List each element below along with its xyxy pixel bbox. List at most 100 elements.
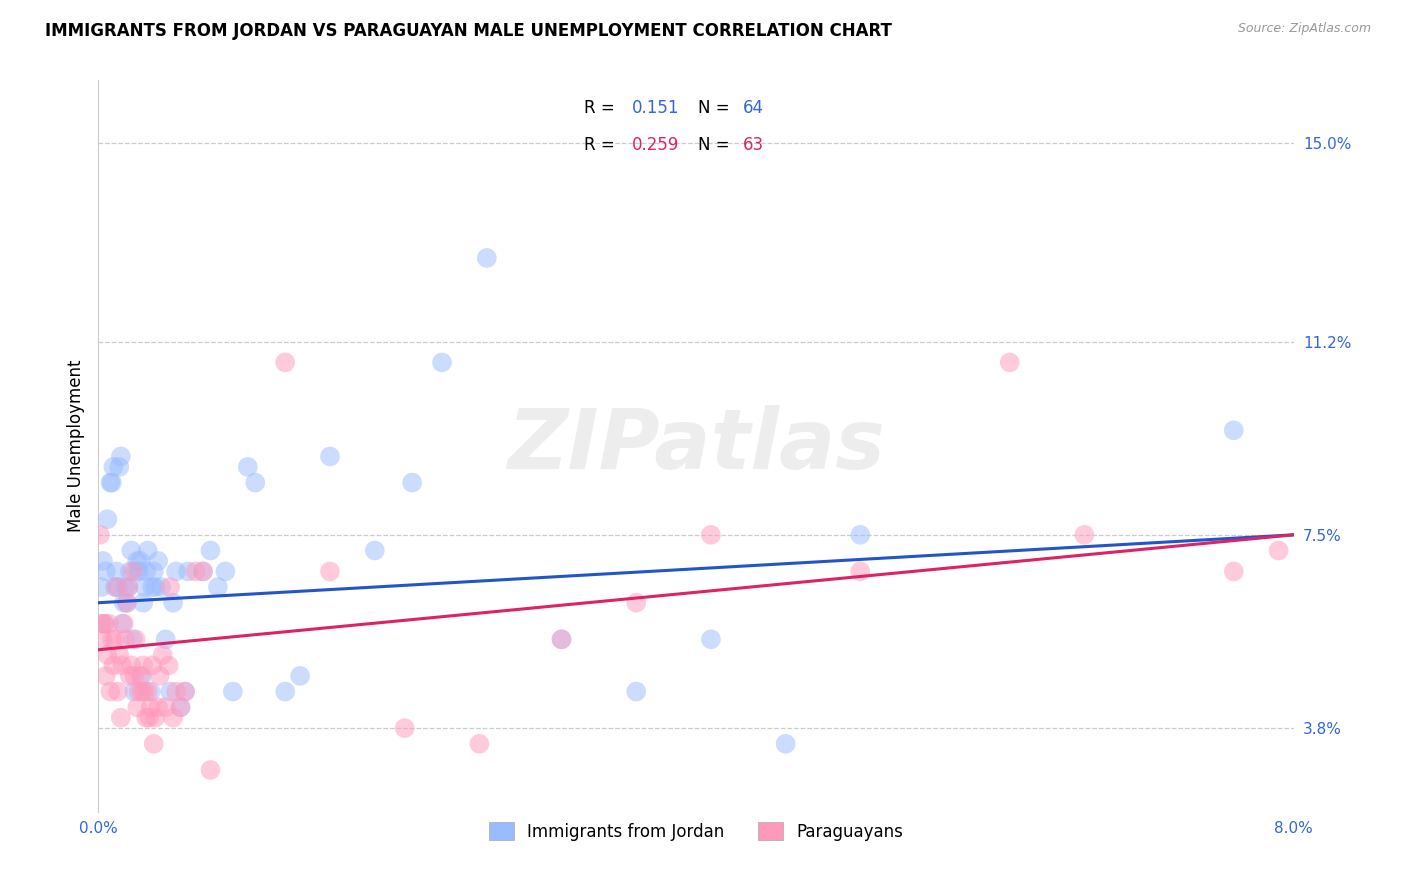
Text: 0.259: 0.259 bbox=[633, 136, 679, 154]
Point bbox=[98, 475, 122, 490]
Point bbox=[1073, 528, 1095, 542]
Point bbox=[165, 684, 187, 698]
Point bbox=[111, 658, 134, 673]
Point bbox=[138, 711, 160, 725]
Text: 64: 64 bbox=[744, 99, 765, 117]
Point bbox=[288, 669, 311, 683]
Point bbox=[111, 616, 134, 631]
Point bbox=[90, 580, 112, 594]
Point bbox=[394, 721, 416, 735]
Text: R =: R = bbox=[585, 99, 620, 117]
Point bbox=[110, 711, 132, 725]
Point bbox=[222, 684, 245, 698]
Point bbox=[152, 648, 174, 662]
Point bbox=[121, 632, 143, 647]
Point bbox=[112, 616, 135, 631]
Point bbox=[143, 580, 166, 594]
Point bbox=[135, 565, 157, 579]
Point bbox=[550, 632, 572, 647]
Point bbox=[169, 700, 191, 714]
Point bbox=[159, 684, 181, 698]
Point bbox=[117, 580, 139, 594]
Point bbox=[107, 580, 129, 594]
Point bbox=[120, 543, 142, 558]
Point bbox=[112, 596, 135, 610]
Point bbox=[142, 565, 165, 579]
Point bbox=[143, 711, 166, 725]
Point bbox=[105, 565, 128, 579]
Point bbox=[157, 658, 180, 673]
Point bbox=[430, 355, 453, 369]
Point bbox=[169, 700, 191, 714]
Point bbox=[245, 475, 267, 490]
Point bbox=[127, 700, 149, 714]
Point bbox=[207, 580, 229, 594]
Point bbox=[105, 580, 128, 594]
Point bbox=[775, 737, 797, 751]
Point bbox=[475, 251, 498, 265]
Point bbox=[128, 565, 150, 579]
Point bbox=[1267, 543, 1289, 558]
Point bbox=[139, 700, 162, 714]
Point bbox=[120, 658, 142, 673]
Point bbox=[184, 565, 207, 579]
Point bbox=[155, 700, 177, 714]
Point bbox=[1223, 423, 1246, 437]
Point bbox=[401, 475, 423, 490]
Point bbox=[136, 543, 159, 558]
Text: 63: 63 bbox=[744, 136, 765, 154]
Point bbox=[131, 684, 153, 698]
Point bbox=[114, 632, 136, 647]
Point bbox=[1223, 565, 1246, 579]
Point bbox=[626, 596, 648, 610]
Point bbox=[177, 565, 200, 579]
Point bbox=[236, 459, 259, 474]
Point bbox=[125, 632, 148, 647]
Point bbox=[110, 450, 132, 464]
Text: ZIPatlas: ZIPatlas bbox=[508, 406, 884, 486]
Point bbox=[108, 459, 131, 474]
Point bbox=[200, 763, 222, 777]
Point bbox=[93, 616, 115, 631]
Point bbox=[364, 543, 387, 558]
Point bbox=[998, 355, 1021, 369]
Point bbox=[849, 565, 872, 579]
Point bbox=[468, 737, 491, 751]
Point bbox=[98, 684, 122, 698]
Point bbox=[121, 565, 143, 579]
Point bbox=[101, 632, 124, 647]
Point bbox=[274, 355, 297, 369]
Point bbox=[319, 450, 342, 464]
Point bbox=[96, 512, 118, 526]
Point bbox=[127, 554, 149, 568]
Point bbox=[849, 528, 872, 542]
Point bbox=[274, 684, 297, 698]
Point bbox=[141, 580, 163, 594]
Point bbox=[118, 669, 141, 683]
Point bbox=[118, 565, 141, 579]
Point bbox=[139, 684, 162, 698]
Point bbox=[141, 658, 163, 673]
Point bbox=[132, 596, 155, 610]
Point bbox=[150, 580, 173, 594]
Point bbox=[107, 684, 129, 698]
Point bbox=[162, 711, 184, 725]
Point bbox=[134, 580, 156, 594]
Point bbox=[128, 684, 150, 698]
Point bbox=[174, 684, 197, 698]
Point bbox=[101, 475, 124, 490]
Point bbox=[91, 632, 114, 647]
Point bbox=[115, 596, 138, 610]
Text: R =: R = bbox=[585, 136, 620, 154]
Point bbox=[134, 684, 156, 698]
Text: N =: N = bbox=[697, 136, 735, 154]
Point bbox=[117, 580, 139, 594]
Point bbox=[114, 580, 136, 594]
Text: N =: N = bbox=[697, 99, 735, 117]
Point bbox=[129, 554, 152, 568]
Point bbox=[97, 616, 120, 631]
Point bbox=[214, 565, 236, 579]
Point bbox=[96, 648, 118, 662]
Point bbox=[104, 632, 127, 647]
Point bbox=[124, 684, 146, 698]
